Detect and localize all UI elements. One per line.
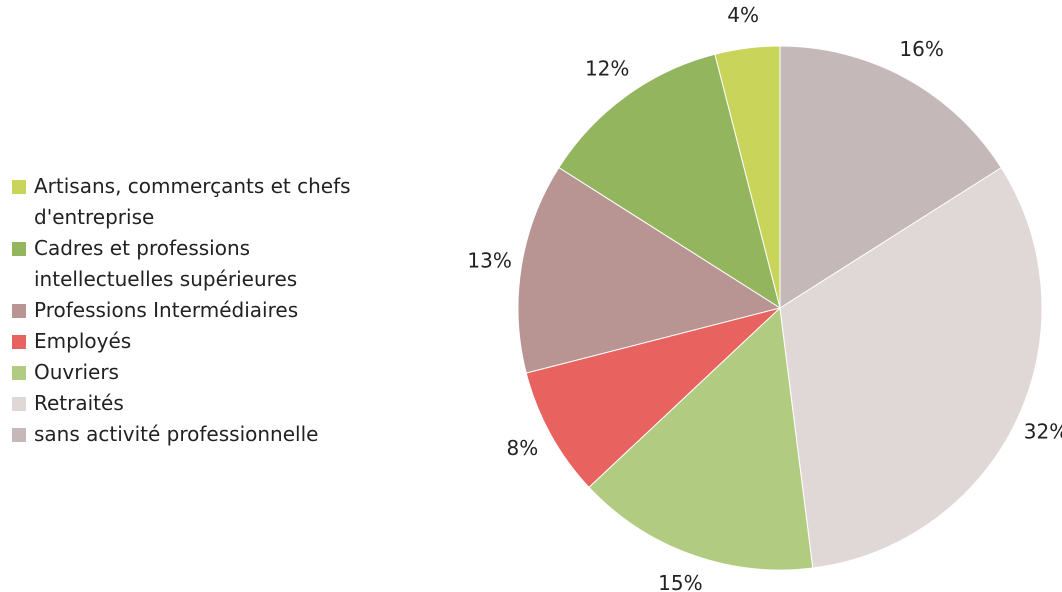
pie-slice [525,307,781,489]
legend-label: Ouvriers [34,360,119,384]
legend-item: Professions Intermédiaires [12,295,357,326]
legend-swatch [12,242,26,256]
legend-label: sans activité professionnelle [34,422,319,446]
pie-slice [779,166,1043,569]
pie-slice [779,45,1002,309]
legend-label: Employés [34,329,132,353]
legend-swatch [12,366,26,380]
data-label: 8% [506,436,538,460]
legend-item: Employés [12,326,357,357]
legend-item: Ouvriers [12,357,357,388]
pie-slice [588,306,814,571]
legend-swatch [12,428,26,442]
legend-item: Cadres et professions intellectuelles su… [12,233,357,295]
legend-label: Cadres et professions intellectuelles su… [34,236,298,291]
data-label: 32% [1024,420,1062,444]
legend-item: sans activité professionnelle [12,419,357,450]
pie-slice [517,166,782,374]
legend-label: Retraités [34,391,124,415]
legend-swatch [12,335,26,349]
legend-label: Professions Intermédiaires [34,298,299,322]
legend-swatch [12,180,26,194]
pie-slice [558,53,781,310]
data-label: 4% [727,3,759,27]
data-label: 15% [658,571,702,592]
legend-item: Artisans, commerçants et chefs d'entrepr… [12,171,357,233]
legend: Artisans, commerçants et chefs d'entrepr… [12,171,357,450]
legend-label: Artisans, commerçants et chefs d'entrepr… [34,174,351,229]
data-label: 13% [467,249,511,273]
data-label: 12% [585,57,629,81]
legend-item: Retraités [12,388,357,419]
data-label: 16% [899,37,943,61]
legend-swatch [12,304,26,318]
legend-swatch [12,397,26,411]
